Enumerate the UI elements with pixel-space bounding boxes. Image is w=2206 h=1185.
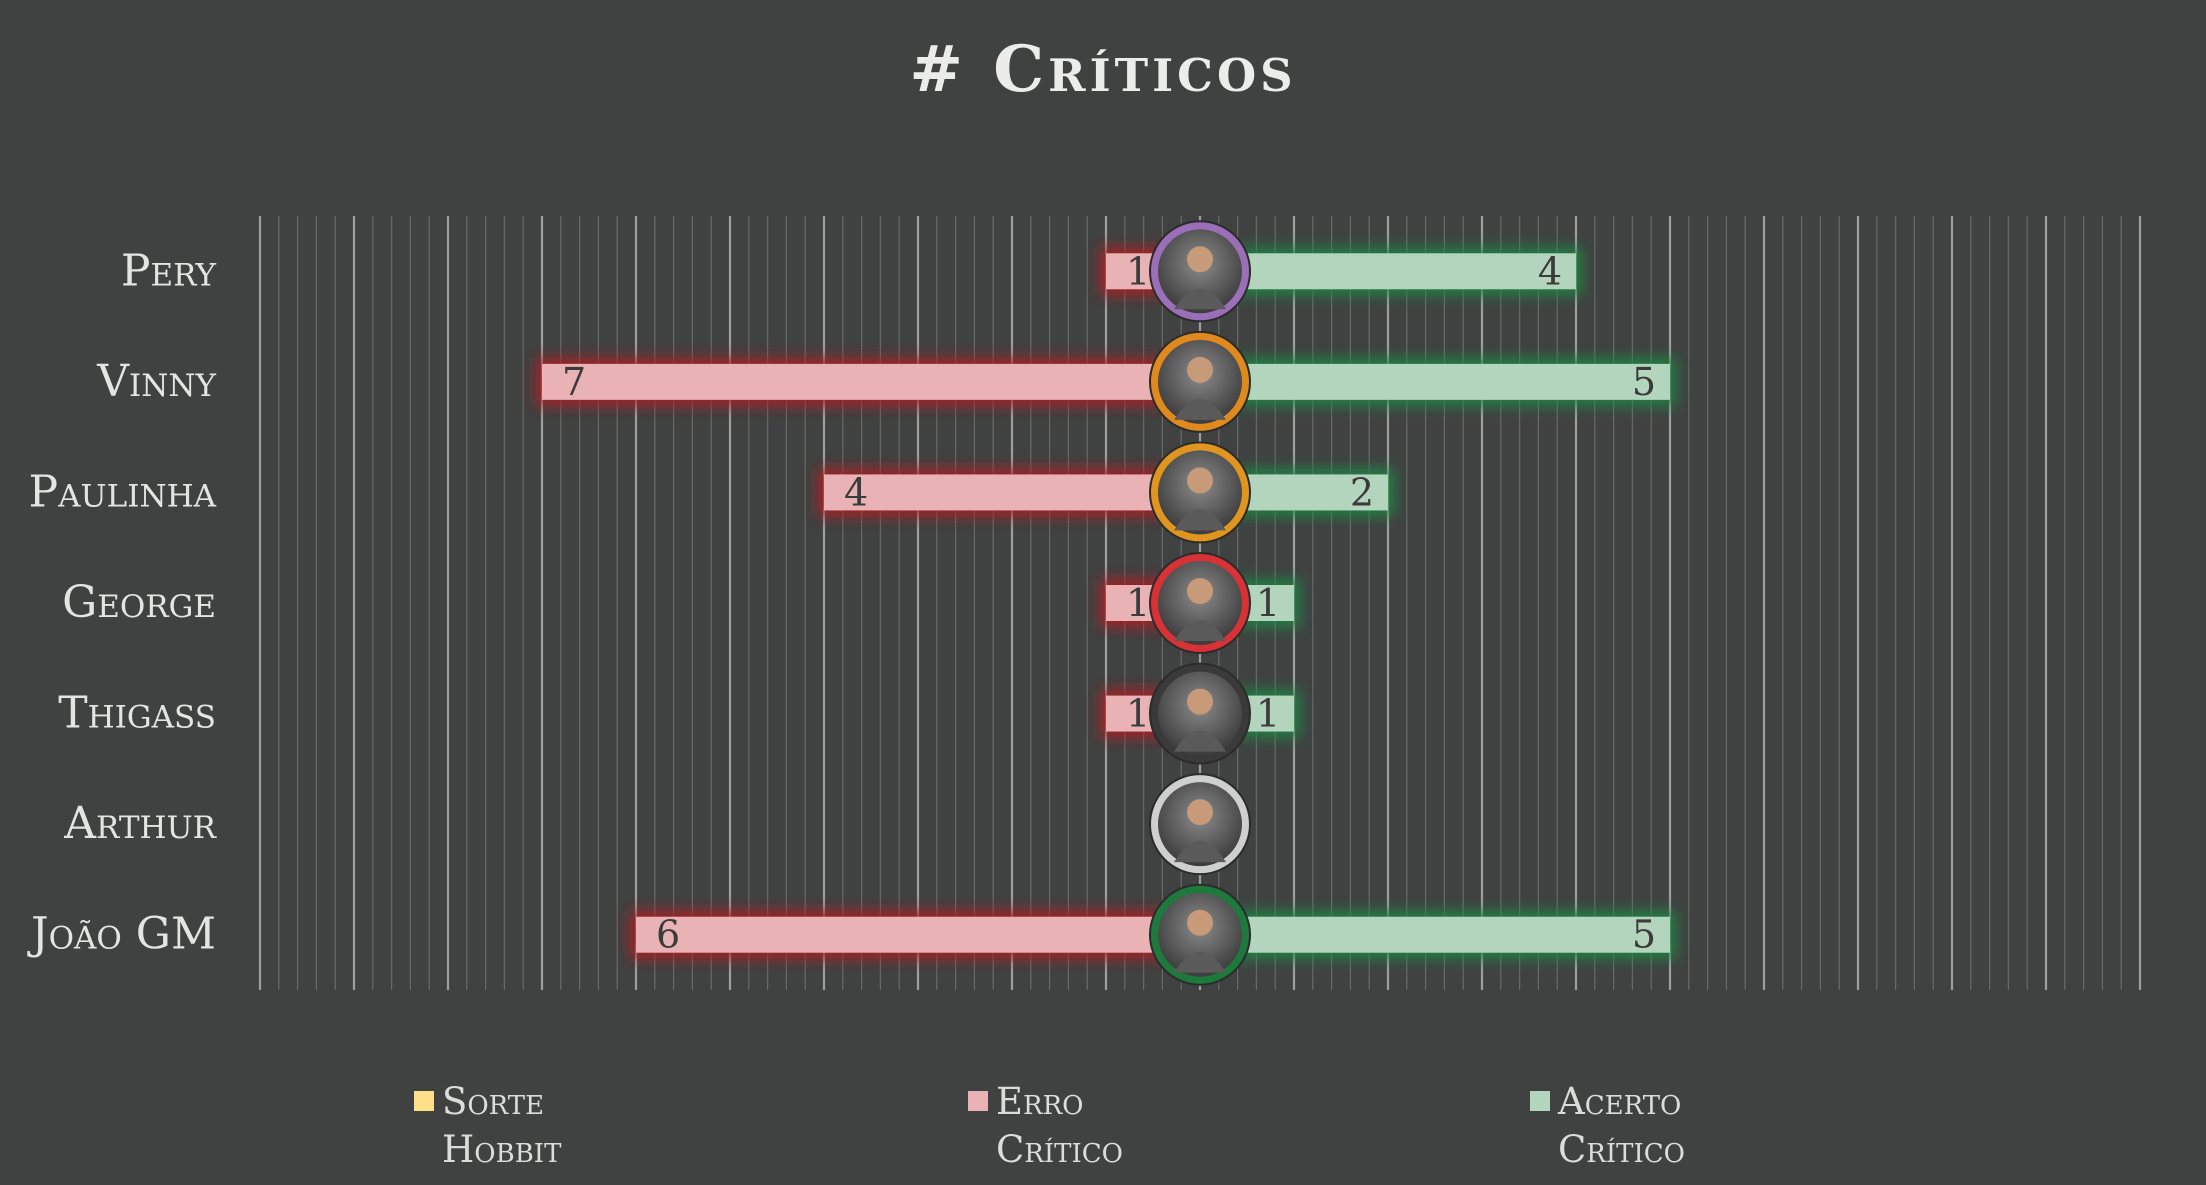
avatar-head <box>1187 356 1213 383</box>
legend-label-sorte: Sorte <box>442 1080 545 1123</box>
avatar-icon <box>1149 883 1251 986</box>
category-label: Arthur <box>63 798 217 849</box>
legend-item-erro-critico: Erro Crítico <box>968 1078 1123 1174</box>
avatar-icon <box>1149 552 1251 654</box>
data-label-acerto: 4 <box>1538 249 1562 293</box>
bar-erro-critico <box>636 916 1200 953</box>
data-label-erro: 1 <box>1126 692 1150 736</box>
avatar-icon <box>1149 330 1251 433</box>
bar-acerto-critico <box>1200 916 1670 953</box>
avatar-body <box>1174 398 1226 420</box>
data-label-acerto: 1 <box>1256 581 1280 625</box>
category-label: George <box>62 577 216 628</box>
data-label-acerto: 2 <box>1350 470 1374 514</box>
legend-swatch-sorte <box>414 1091 434 1111</box>
legend-label-hobbit: Hobbit <box>442 1128 562 1171</box>
legend-item-acerto-critico: Acerto Crítico <box>1530 1078 1685 1174</box>
data-label-erro: 7 <box>562 360 586 404</box>
avatar-body <box>1174 620 1226 641</box>
category-label: Paulinha <box>29 466 217 517</box>
data-label-erro: 1 <box>1126 249 1150 293</box>
avatar-head <box>1187 909 1213 936</box>
data-label-acerto: 5 <box>1632 913 1656 957</box>
legend-swatch-erro <box>968 1091 988 1111</box>
legend-label-erro: Erro <box>996 1080 1084 1123</box>
avatar-head <box>1187 246 1213 273</box>
avatar-icon <box>1149 662 1251 765</box>
avatar-icon <box>1149 220 1251 323</box>
avatar-head <box>1187 688 1213 715</box>
legend-swatch-acerto <box>1530 1091 1550 1111</box>
avatar-head <box>1187 578 1213 604</box>
category-label: João GM <box>27 909 216 960</box>
bar-acerto-critico <box>1200 363 1670 400</box>
legend-item-sorte-hobbit: Sorte Hobbit <box>414 1078 561 1174</box>
bar-erro-critico <box>824 474 1200 511</box>
bar-acerto-critico <box>1200 253 1576 290</box>
category-label: Vinny <box>96 356 216 407</box>
avatar-body <box>1174 841 1226 863</box>
category-label: Thigass <box>58 688 216 739</box>
avatar-head <box>1187 467 1213 494</box>
avatar-body <box>1174 288 1226 310</box>
chart-title: # Críticos <box>909 32 1297 107</box>
data-label-erro: 6 <box>656 913 680 957</box>
legend-label-acerto-critico: Crítico <box>1558 1128 1685 1171</box>
avatar-body <box>1174 509 1226 531</box>
avatar-body <box>1174 951 1226 973</box>
legend-label-erro-critico: Crítico <box>996 1128 1123 1171</box>
data-label-erro: 4 <box>844 470 868 514</box>
data-label-erro: 1 <box>1126 581 1150 625</box>
category-label: Pery <box>121 245 217 296</box>
avatar-icon <box>1149 773 1251 876</box>
avatar-body <box>1174 730 1226 752</box>
data-label-acerto: 1 <box>1256 692 1280 736</box>
legend-label-acerto: Acerto <box>1558 1080 1682 1123</box>
avatar-head <box>1187 799 1213 826</box>
avatar-icon <box>1149 441 1251 544</box>
data-label-acerto: 5 <box>1632 360 1656 404</box>
bar-erro-critico <box>542 363 1200 400</box>
